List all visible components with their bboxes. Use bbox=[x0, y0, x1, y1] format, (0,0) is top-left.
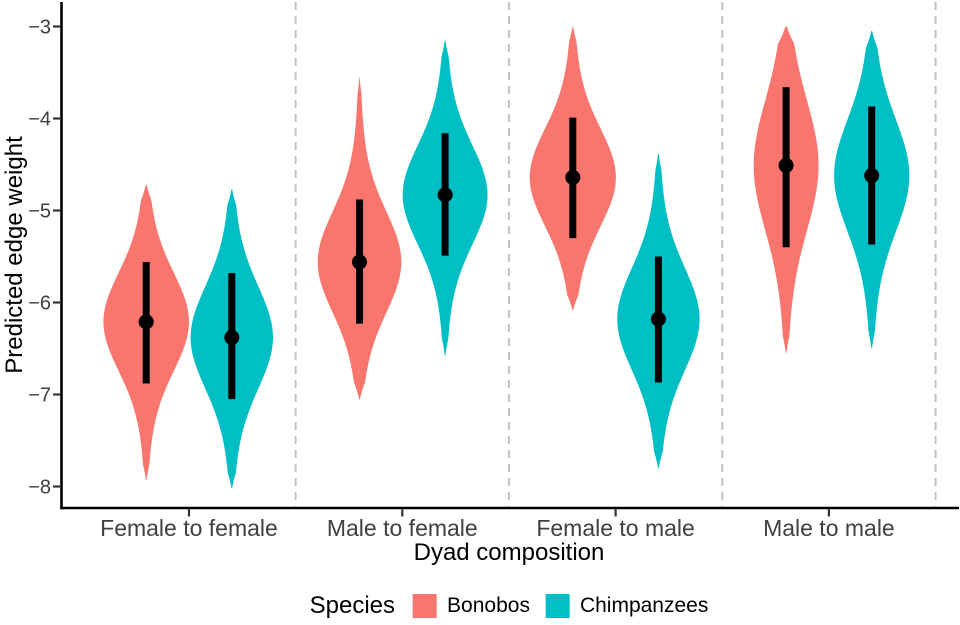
legend-title: Species bbox=[309, 592, 396, 619]
x-axis-title: Dyad composition bbox=[414, 539, 605, 566]
legend-entry-bonobos: Bonobos bbox=[413, 594, 530, 618]
y-tick-label--3: −3 bbox=[28, 17, 51, 39]
legend-label-bonobos: Bonobos bbox=[447, 594, 530, 617]
y-tick-label--8: −8 bbox=[28, 477, 51, 499]
y-tick-label--4: −4 bbox=[28, 109, 51, 131]
x-tick-label-female-to-female: Female to female bbox=[100, 515, 278, 541]
y-tick-label--7: −7 bbox=[28, 385, 51, 407]
point-estimate-bonobos-female-to-male bbox=[565, 169, 581, 185]
point-estimate-chimpanzees-female-to-female bbox=[224, 329, 240, 345]
legend-swatch-bonobos bbox=[413, 594, 438, 618]
point-estimate-chimpanzees-female-to-male bbox=[650, 311, 666, 327]
violins-layer bbox=[103, 26, 910, 489]
facet-separators bbox=[294, 2, 937, 507]
legend-entry-chimpanzees: Chimpanzees bbox=[545, 594, 709, 618]
axes-layer: −3 −4 −5 −6 −7 −8 Female to female Male to fema… bbox=[28, 2, 959, 541]
y-axis-title: Predicted edge weight bbox=[1, 136, 28, 374]
legend-entries: Bonobos Chimpanzees bbox=[413, 594, 708, 618]
x-tick-label-male-to-male: Male to male bbox=[763, 515, 895, 541]
point-estimate-bonobos-male-to-female bbox=[352, 254, 367, 270]
legend: Species Bonobos Chimpanzees bbox=[310, 592, 709, 620]
y-tick-label--5: −5 bbox=[28, 201, 51, 223]
x-tick-label-male-to-female: Male to female bbox=[327, 515, 478, 541]
legend-label-chimpanzees: Chimpanzees bbox=[579, 594, 709, 617]
point-estimate-chimpanzees-male-to-female bbox=[437, 187, 453, 203]
x-tick-label-female-to-male: Female to male bbox=[536, 515, 695, 541]
point-estimate-chimpanzees-male-to-male bbox=[864, 168, 880, 184]
y-tick-label--6: −6 bbox=[28, 293, 51, 315]
point-estimate-bonobos-male-to-male bbox=[778, 157, 794, 173]
legend-swatch-chimpanzees bbox=[545, 594, 570, 618]
point-estimate-bonobos-female-to-female bbox=[138, 314, 154, 330]
